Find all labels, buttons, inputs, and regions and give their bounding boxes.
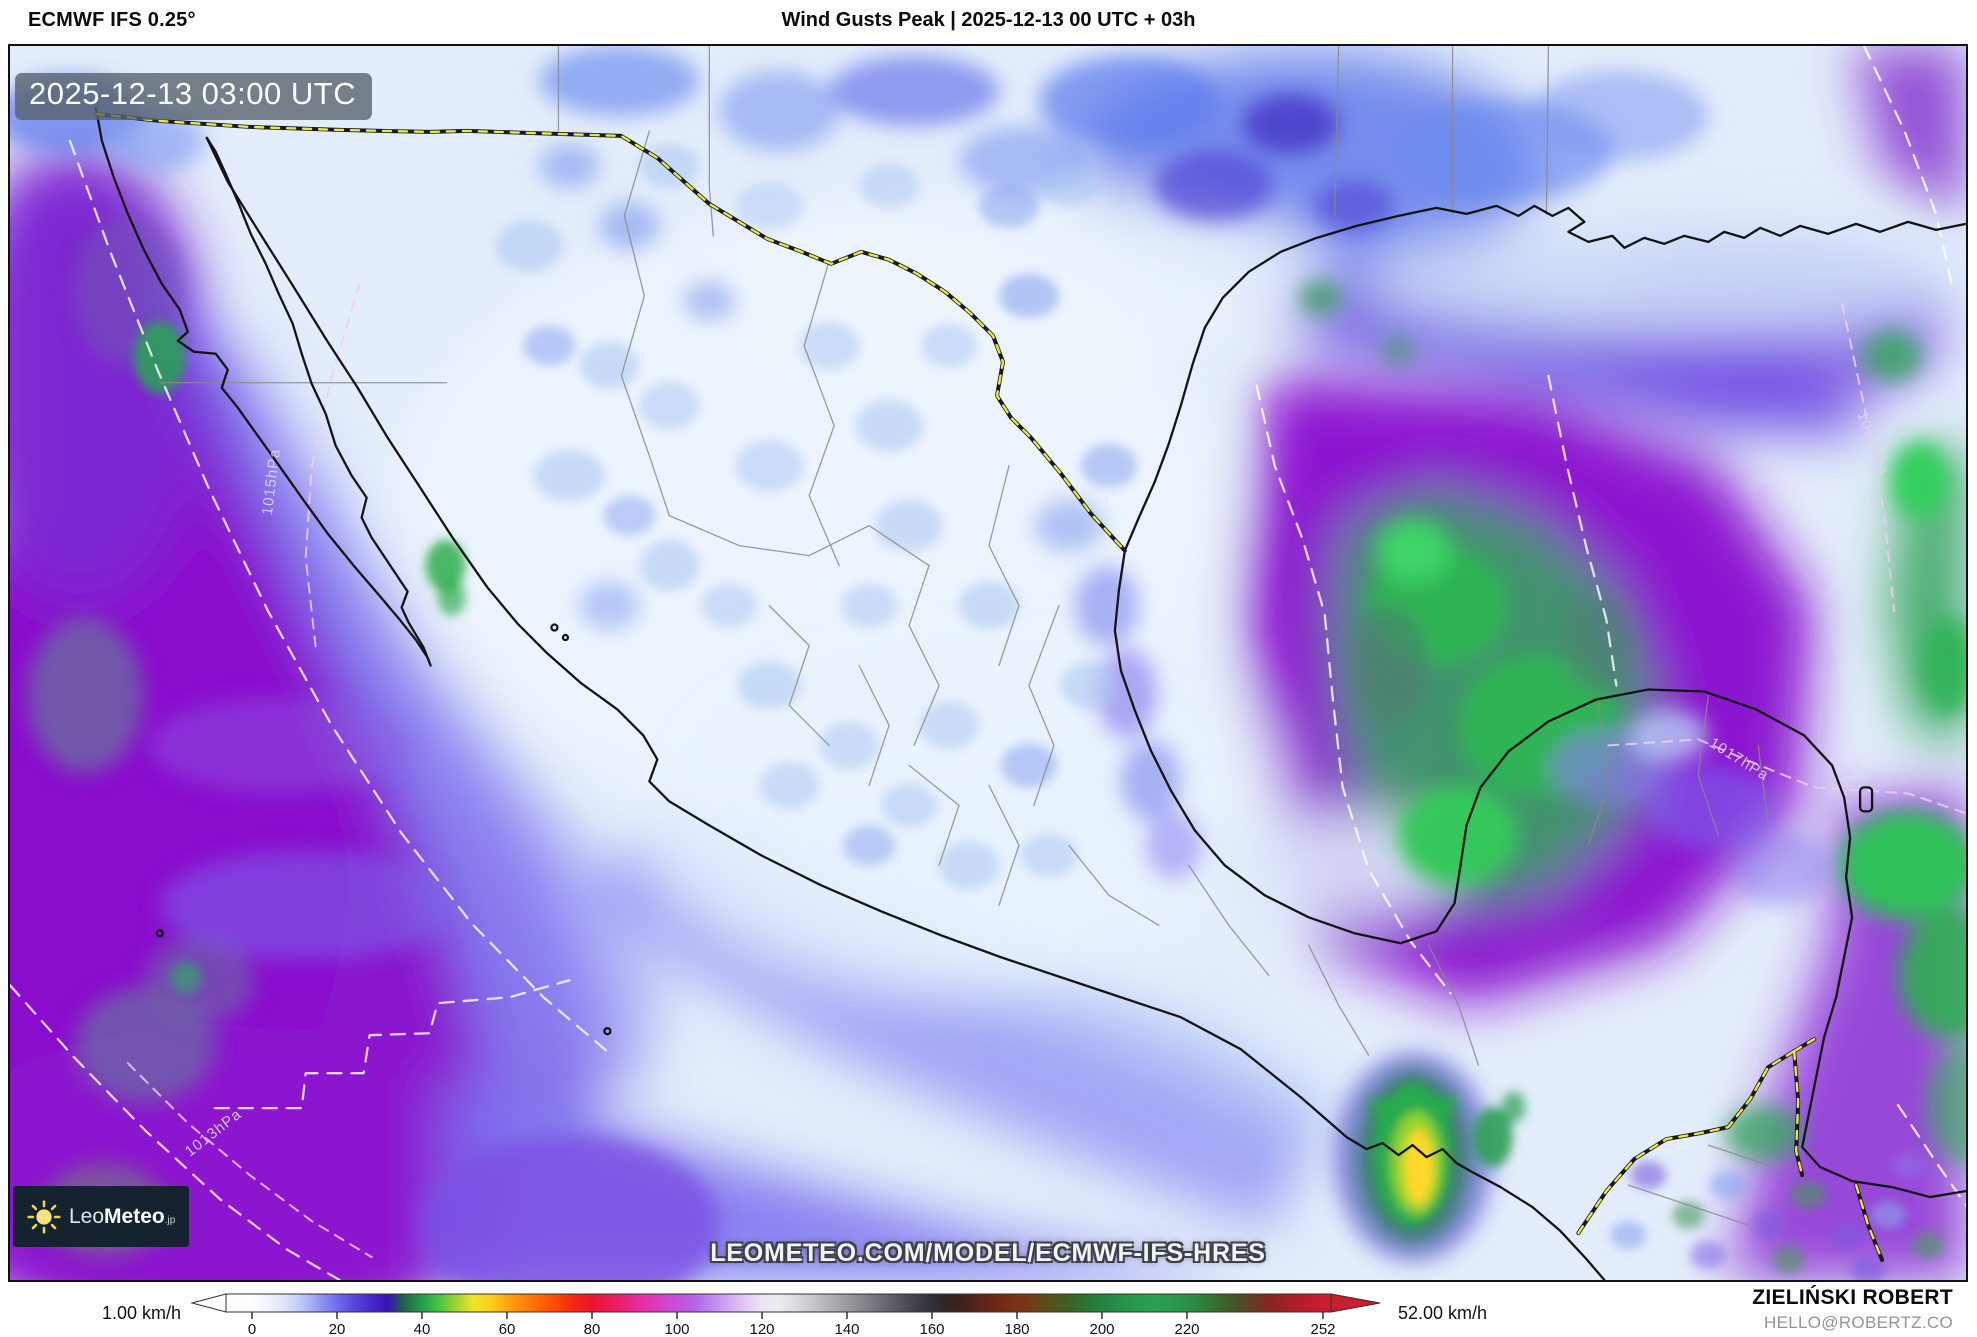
model-label: ECMWF IFS 0.25° (28, 9, 196, 31)
timestamp-badge: 2025-12-13 03:00 UTC (15, 73, 373, 120)
legend-min-label: 1.00 km/h (102, 1303, 182, 1323)
color-scale-tick-label: 100 (664, 1321, 689, 1337)
author-name: ZIELIŃSKI ROBERT (1752, 1286, 1953, 1309)
sun-icon (27, 1199, 61, 1234)
map-canvas: 1015hPa 1013hPa 1017hPa 1019hPa 2025-12-13 … (8, 44, 1968, 1282)
color-scale-tick-label: 60 (499, 1321, 516, 1337)
color-scale-tick-label: 180 (1004, 1321, 1029, 1337)
leometeo-logo: LeoMeteo.jp (13, 1186, 189, 1247)
color-scale-tick-label: 160 (919, 1321, 944, 1337)
page-title: Wind Gusts Peak | 2025-12-13 00 UTC + 03… (781, 9, 1196, 31)
author-email: HELLO@ROBERTZ.CO (1764, 1313, 1953, 1332)
color-scale-tick-label: 140 (834, 1321, 859, 1337)
color-scale-ticks: 0 20 40 60 80 100 120 140 160 180 200 220 252 (248, 1312, 1336, 1337)
color-scale-tick-label: 40 (414, 1321, 431, 1337)
color-scale-tick-label: 80 (584, 1321, 601, 1337)
legend-max-label: 52.00 km/h (1398, 1303, 1488, 1323)
watermark-url: LEOMETEO.COM/MODEL/ECMWF-IFS-HRES (710, 1239, 1266, 1267)
logo-wordmark: LeoMeteo.jp (69, 1204, 176, 1228)
color-scale-tick-label: 200 (1089, 1321, 1114, 1337)
color-scale-tick-label: 220 (1174, 1321, 1199, 1337)
color-scale-tick-label: 252 (1310, 1321, 1335, 1337)
color-scale-tick-label: 120 (749, 1321, 774, 1337)
color-scale-tick-label: 20 (329, 1321, 346, 1337)
color-scale-tick-label: 0 (248, 1321, 256, 1337)
color-scale-bar: 0 20 40 60 80 100 120 140 160 180 200 220 252 (190, 1293, 1381, 1337)
